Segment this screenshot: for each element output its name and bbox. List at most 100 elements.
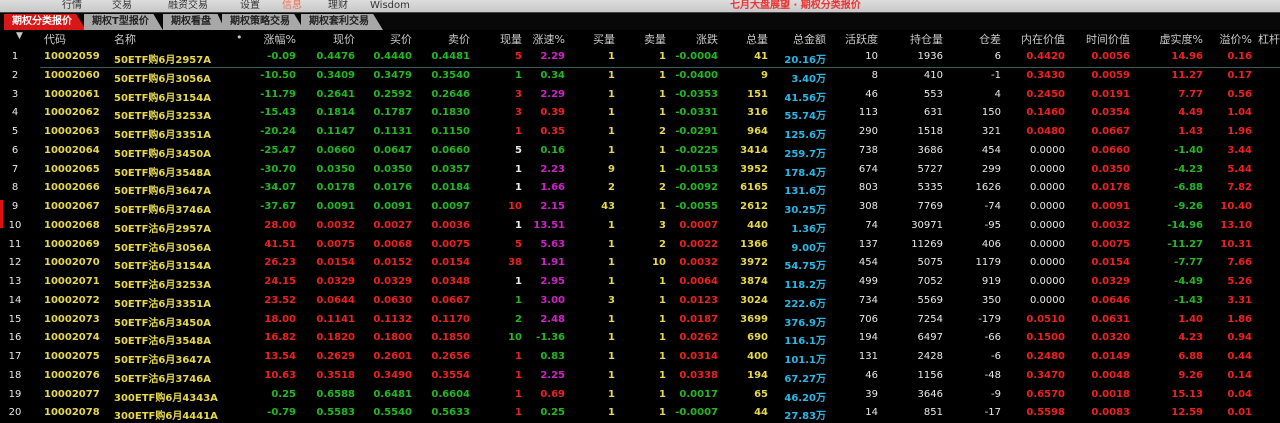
column-header-dot[interactable]: •: [236, 31, 243, 44]
cell-oi: 2428: [917, 351, 943, 362]
table-row[interactable]: 19 10002077 300ETF购6月4343A 0.25 0.6588 0.6481…: [0, 386, 1280, 405]
table-row[interactable]: 18 10002076 50ETF沽6月3746A 10.63 0.3518 0.3490…: [0, 367, 1280, 386]
cell-price: 0.0329: [316, 276, 355, 287]
column-header-price[interactable]: 现价: [333, 33, 355, 46]
table-row[interactable]: 9 10002067 50ETF购6月3746A -37.67 0.0091 0.0091…: [0, 198, 1280, 217]
column-header-chg[interactable]: 涨幅%: [263, 33, 296, 46]
table-row[interactable]: 13 10002071 50ETF沽6月3253A 24.15 0.0329 0.0329…: [0, 273, 1280, 292]
column-header-prem[interactable]: 溢价%: [1219, 33, 1252, 46]
cell-total: 3972: [740, 257, 768, 269]
table-row[interactable]: 2 10002060 50ETF购6月3056A -10.50 0.3409 0.3479…: [0, 67, 1280, 86]
cell-code: 10002072: [44, 294, 100, 306]
table-row[interactable]: 14 10002072 50ETF沽6月3351A 23.52 0.0644 0.0630…: [0, 292, 1280, 311]
table-row[interactable]: 17 10002075 50ETF沽6月3647A 13.54 0.2629 0.2601…: [0, 348, 1280, 367]
cell-diff: 0.0314: [679, 351, 718, 362]
table-row[interactable]: 1 10002059 50ETF购6月2957A -0.09 0.4476 0.4440 0…: [0, 48, 1280, 67]
cell-mny: -11.27: [1167, 238, 1203, 250]
cell-prem: 13.10: [1220, 219, 1252, 231]
column-header-amt[interactable]: 总金额: [793, 33, 826, 46]
cell-chg: 0.25: [271, 388, 296, 400]
row-number: 8: [11, 182, 19, 194]
table-row[interactable]: 15 10002073 50ETF沽6月3450A 18.00 0.1141 0.1132…: [0, 311, 1280, 330]
notice-banner[interactable]: 七月大盘展望 · 期权分类报价: [730, 0, 861, 11]
tab-watch[interactable]: 期权看盘: [163, 14, 225, 30]
cell-total: 316: [747, 107, 768, 119]
cell-intr: 0.2480: [1026, 351, 1065, 362]
table-row[interactable]: 12 10002070 50ETF沽6月3154A 26.23 0.0154 0.0152…: [0, 254, 1280, 273]
cell-intr: 0.0480: [1026, 126, 1065, 137]
cell-bid: 0.3479: [373, 69, 412, 81]
table-row[interactable]: 5 10002063 50ETF购6月3351A -20.24 0.1147 0.1131…: [0, 123, 1280, 142]
table-row[interactable]: 7 10002065 50ETF购6月3548A -30.70 0.0350 0.0350…: [0, 161, 1280, 180]
menu-item[interactable]: 设置: [240, 0, 260, 11]
sort-indicator-icon[interactable]: ▼: [16, 31, 23, 41]
table-row[interactable]: 6 10002064 50ETF购6月3450A -25.47 0.0660 0.0647…: [0, 142, 1280, 161]
cell-amt: 116.1万: [784, 336, 826, 348]
cell-oi: 5569: [917, 294, 943, 306]
menu-item[interactable]: Wisdom: [370, 0, 410, 11]
column-header-vol[interactable]: 现量: [500, 33, 522, 46]
table-row[interactable]: 20 10002078 300ETF购6月4441A -0.79 0.5583 0.554…: [0, 404, 1280, 423]
cell-bid: 0.0091: [373, 201, 412, 212]
menu-bar: 行情 交易 融资交易 设置 信息 理财 Wisdom 七月大盘展望 · 期权分类…: [0, 0, 1280, 12]
menu-item[interactable]: 融资交易: [168, 0, 208, 11]
tab-arbitrage-trading[interactable]: 期权套利交易: [301, 14, 383, 30]
column-header-total[interactable]: 总量: [746, 33, 768, 46]
column-header-tv[interactable]: 时间价值: [1086, 33, 1130, 46]
tab-t-quotes[interactable]: 期权T型报价: [84, 14, 163, 30]
menu-item[interactable]: 信息: [282, 0, 302, 11]
column-header-oi[interactable]: 持仓量: [910, 33, 943, 46]
cell-ask: 0.1850: [431, 332, 470, 344]
table-row[interactable]: 4 10002062 50ETF购6月3253A -15.43 0.1814 0.1787…: [0, 104, 1280, 123]
column-header-bv[interactable]: 买量: [593, 33, 615, 46]
table-row[interactable]: 10 10002068 50ETF沽6月2957A 28.00 0.0032 0.0027…: [0, 217, 1280, 236]
cell-price: 0.4476: [316, 51, 355, 62]
cell-oic: 6: [994, 51, 1001, 62]
column-header-name[interactable]: 名称: [114, 33, 136, 46]
scroll-marker[interactable]: [0, 200, 3, 228]
column-header-code[interactable]: 代码: [44, 33, 66, 46]
cell-total: 690: [747, 332, 768, 344]
cell-amt: 125.6万: [784, 130, 826, 141]
cell-total: 2612: [740, 201, 768, 212]
cell-code: 10002060: [44, 69, 100, 81]
table-row[interactable]: 3 10002061 50ETF购6月3154A -11.79 0.2641 0.2592…: [0, 86, 1280, 105]
row-number: 12: [8, 257, 22, 269]
cell-act: 290: [858, 126, 878, 137]
cell-mny: -14.96: [1167, 219, 1203, 231]
cell-total: 65: [754, 388, 768, 400]
column-header-diff[interactable]: 涨跌: [696, 33, 718, 46]
column-header-intr[interactable]: 内在价值: [1021, 33, 1065, 46]
tab-strategy-trading[interactable]: 期权策略交易: [222, 14, 304, 30]
tab-classified-quotes[interactable]: 期权分类报价: [4, 14, 86, 30]
cell-ask: 0.2656: [431, 351, 470, 362]
column-header-mny[interactable]: 虚实度%: [1159, 33, 1203, 46]
cell-ask: 0.0036: [431, 219, 470, 231]
column-header-act[interactable]: 活跃度: [845, 33, 878, 46]
column-header-lev[interactable]: 杠杆: [1258, 33, 1280, 46]
cell-amt: 118.2万: [784, 280, 826, 291]
cell-bv: 1: [608, 313, 615, 325]
cell-oi: 1518: [917, 126, 943, 137]
menu-item[interactable]: 行情: [62, 0, 82, 11]
cell-prem: 3.44: [1227, 144, 1252, 156]
cell-bv: 43: [601, 201, 615, 212]
cell-code: 10002069: [44, 238, 100, 250]
cell-bid: 0.0329: [373, 276, 412, 287]
cell-act: 131: [858, 351, 878, 362]
menu-item[interactable]: 理财: [328, 0, 348, 11]
cell-code: 10002064: [44, 144, 100, 156]
cell-av: 1: [659, 313, 666, 325]
table-row[interactable]: 16 10002074 50ETF沽6月3548A 16.82 0.1820 0.1800…: [0, 329, 1280, 348]
column-header-spd[interactable]: 涨速%: [532, 33, 565, 46]
column-header-ask[interactable]: 卖价: [448, 33, 470, 46]
cell-total: 3952: [740, 163, 768, 175]
table-row[interactable]: 11 10002069 50ETF沽6月3056A 41.51 0.0075 0.0068…: [0, 236, 1280, 255]
column-header-oic[interactable]: 仓差: [979, 33, 1001, 46]
cell-ask: 0.0075: [431, 238, 470, 250]
cell-tv: 0.0350: [1091, 163, 1130, 175]
table-row[interactable]: 8 10002066 50ETF购6月3647A -34.07 0.0178 0.0176…: [0, 179, 1280, 198]
column-header-bid[interactable]: 买价: [390, 33, 412, 46]
column-header-av[interactable]: 卖量: [644, 33, 666, 46]
menu-item[interactable]: 交易: [112, 0, 132, 11]
